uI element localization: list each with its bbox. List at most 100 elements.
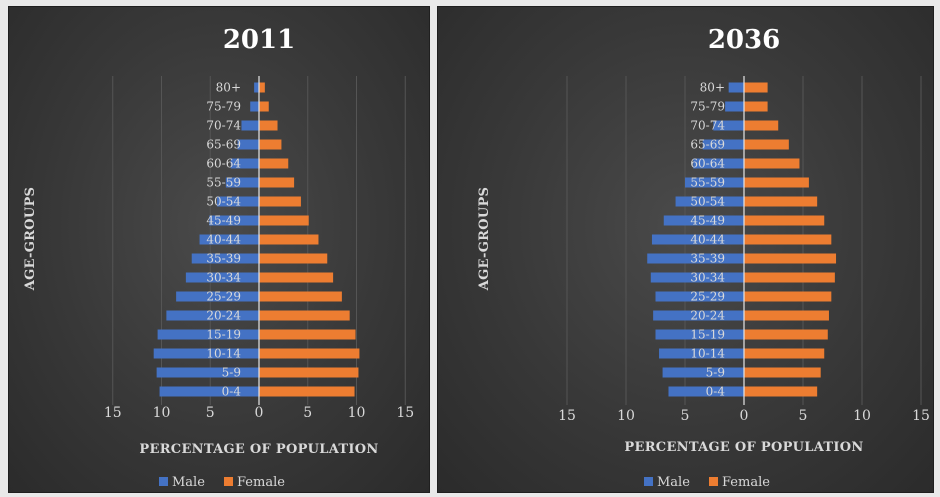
age-group-label: 15-19 [206, 328, 241, 342]
male-bar [191, 253, 259, 264]
x-tick-label: 10 [348, 405, 366, 421]
age-group-label: 25-29 [206, 290, 241, 304]
male-bar [237, 139, 259, 150]
male-bar [254, 82, 259, 93]
female-bar [259, 101, 269, 112]
female-bar [259, 234, 319, 245]
female-bar [259, 120, 278, 131]
male-bar [693, 158, 744, 169]
female-bar [744, 348, 825, 359]
male-bar [651, 234, 744, 245]
x-tick-label: 15 [396, 405, 414, 421]
legend-female-label: Female [722, 475, 770, 490]
female-bar [744, 82, 768, 93]
male-bar [647, 253, 744, 264]
female-bar [259, 367, 359, 378]
female-bar [259, 291, 342, 302]
age-group-label: 10-14 [206, 347, 241, 361]
age-group-label: 5-9 [706, 366, 725, 380]
male-bar [176, 291, 259, 302]
age-group-label: 45-49 [690, 214, 725, 228]
legend-male-label: Male [172, 475, 205, 490]
age-group-label: 45-49 [206, 214, 241, 228]
male-bar [166, 310, 259, 321]
age-group-label: 30-34 [690, 271, 725, 285]
x-tick-label: 10 [153, 405, 171, 421]
male-bar [653, 310, 744, 321]
age-group-label: 20-24 [206, 309, 241, 323]
x-tick-label: 0 [255, 405, 264, 421]
x-axis-title: PERCENTAGE OF POPULATION [624, 440, 863, 455]
age-group-label: 0-4 [222, 385, 242, 399]
x-tick-label: 5 [799, 408, 808, 424]
legend-male-label: Male [657, 475, 690, 490]
female-bar [259, 196, 301, 207]
age-group-label: 20-24 [690, 309, 725, 323]
female-bar [744, 101, 768, 112]
female-bar [259, 158, 289, 169]
age-group-label: 30-34 [206, 271, 241, 285]
male-bar [685, 177, 744, 188]
female-bar [259, 139, 282, 150]
male-bar [153, 348, 259, 359]
male-bar [199, 234, 259, 245]
age-group-label: 65-69 [690, 138, 725, 152]
female-bar [744, 291, 832, 302]
age-group-label: 55-59 [206, 176, 241, 190]
age-group-label: 65-69 [206, 138, 241, 152]
age-group-label: 80+ [216, 81, 241, 95]
age-group-label: 40-44 [206, 233, 241, 247]
age-group-label: 75-79 [690, 100, 725, 114]
female-bar [259, 215, 309, 226]
x-axis-title: PERCENTAGE OF POPULATION [139, 442, 378, 457]
female-bar [744, 367, 821, 378]
male-bar [662, 367, 744, 378]
x-tick-label: 0 [740, 408, 749, 424]
chart-svg-2036: 2036 0-4 5-9 10-14 15-19 20-24 25-29 30-34 35-39… [477, 25, 930, 490]
female-bar [744, 253, 837, 264]
female-bar [744, 120, 779, 131]
age-group-label: 10-14 [690, 347, 725, 361]
male-bar [185, 272, 259, 283]
female-bar [744, 329, 828, 340]
female-bar [259, 82, 265, 93]
female-bar [744, 310, 829, 321]
y-axis-title: AGE-GROUPS [477, 187, 492, 291]
chart-svg-2011: 2011 0-4 5-9 10-14 15-19 20-24 25-29 30-34 35-39… [23, 25, 414, 490]
male-bar [655, 329, 744, 340]
male-bar [725, 101, 744, 112]
female-bar [744, 139, 789, 150]
legend-female-swatch [224, 477, 233, 486]
age-group-label: 70-74 [690, 119, 725, 133]
legend-female-swatch [709, 477, 718, 486]
age-group-label: 70-74 [206, 119, 241, 133]
female-bar [744, 234, 832, 245]
male-bar [225, 177, 259, 188]
male-bar [713, 120, 744, 131]
female-bar [744, 386, 818, 397]
chart-title: 2036 [708, 25, 780, 55]
legend-female-label: Female [237, 475, 285, 490]
x-tick-label: 15 [104, 405, 122, 421]
female-bar [744, 215, 825, 226]
age-group-label: 40-44 [690, 233, 725, 247]
age-group-label: 55-59 [690, 176, 725, 190]
legend-male-swatch [644, 477, 653, 486]
female-bar [259, 348, 360, 359]
age-group-label: 0-4 [706, 385, 726, 399]
male-bar [702, 139, 744, 150]
x-tick-label: 10 [617, 408, 635, 424]
x-tick-label: 15 [912, 408, 930, 424]
male-bar [668, 386, 744, 397]
age-group-label: 35-39 [690, 252, 725, 266]
female-bar [259, 253, 328, 264]
male-bar [663, 215, 744, 226]
age-group-label: 35-39 [206, 252, 241, 266]
age-group-label: 60-64 [690, 157, 725, 171]
male-bar [217, 196, 259, 207]
x-tick-label: 10 [853, 408, 871, 424]
x-tick-label: 5 [206, 405, 215, 421]
age-group-label: 80+ [700, 81, 725, 95]
age-group-label: 15-19 [690, 328, 725, 342]
x-tick-label: 5 [681, 408, 690, 424]
